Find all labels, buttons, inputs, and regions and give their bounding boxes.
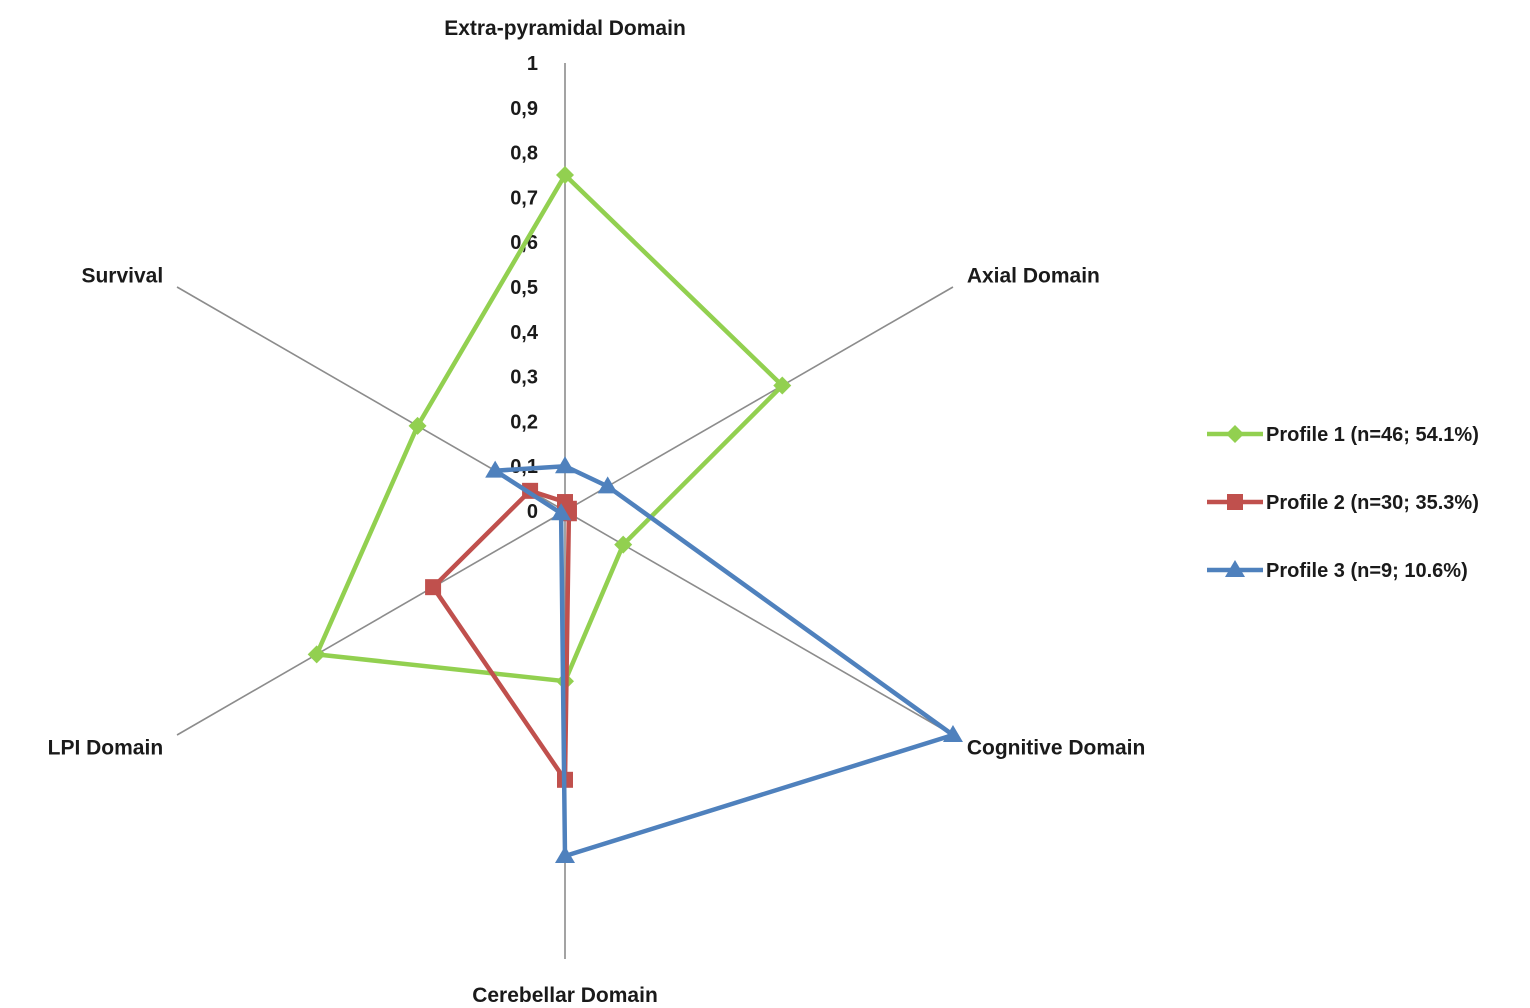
- legend-item: Profile 3 (n=9; 10.6%): [1207, 560, 1468, 582]
- legend-label: Profile 2 (n=30; 35.3%): [1266, 492, 1479, 514]
- data-point: [551, 503, 572, 521]
- tick-label: 0,5: [510, 277, 538, 299]
- axis-label-cognitive-domain: Cognitive Domain: [967, 736, 1146, 759]
- data-point: [555, 845, 575, 863]
- legend-item: Profile 2 (n=30; 35.3%): [1207, 492, 1479, 514]
- legend-marker: [1227, 494, 1243, 510]
- data-point: [614, 535, 633, 554]
- data-point: [408, 416, 427, 435]
- tick-labels: 00,10,20,30,40,50,60,70,80,91: [510, 53, 539, 523]
- tick-label: 0,4: [510, 322, 539, 344]
- data-point: [485, 460, 506, 478]
- axis-label-axial-domain: Axial Domain: [967, 264, 1100, 287]
- data-point: [425, 579, 442, 596]
- legend-label: Profile 1 (n=46; 54.1%): [1266, 424, 1479, 446]
- axis-label-cerebellar-domain: Cerebellar Domain: [472, 984, 658, 1007]
- series-2: [425, 482, 577, 788]
- tick-label: 1: [527, 53, 538, 75]
- series-line: [492, 463, 956, 859]
- tick-label: 0,3: [510, 367, 538, 389]
- data-point: [307, 645, 326, 664]
- legend-marker: [1225, 560, 1245, 577]
- tick-label: 0,7: [510, 187, 538, 209]
- series-line: [314, 172, 785, 684]
- axes-layer: Extra-pyramidal Domain Axial Domain Cognit…: [48, 17, 1146, 1007]
- tick-label: 0,9: [510, 98, 538, 120]
- series-layer: [307, 166, 963, 863]
- data-point: [942, 725, 963, 742]
- data-point: [556, 166, 574, 184]
- tick-label: 0,8: [510, 143, 538, 165]
- axis-line-axial-domain: [564, 286, 954, 512]
- legend-item: Profile 1 (n=46; 54.1%): [1207, 424, 1479, 446]
- legend-marker: [1226, 425, 1244, 443]
- tick-label: 0,2: [510, 411, 538, 433]
- data-point: [597, 476, 618, 494]
- series-3: [485, 456, 963, 863]
- legend: Profile 1 (n=46; 54.1%) Profile 2 (n=30; …: [1207, 424, 1479, 582]
- axis-line-cognitive-domain: [564, 510, 954, 736]
- tick-label: 0: [527, 501, 538, 523]
- axis-label-lpi-domain: LPI Domain: [48, 736, 164, 759]
- axis-label-extra-pyramidal-domain: Extra-pyramidal Domain: [444, 17, 686, 40]
- axis-line-lpi-domain: [176, 510, 566, 736]
- axis-label-survival: Survival: [81, 264, 163, 287]
- series-line: [430, 488, 572, 783]
- series-1: [307, 166, 792, 691]
- data-point: [773, 376, 792, 395]
- data-point: [555, 456, 575, 474]
- legend-label: Profile 3 (n=9; 10.6%): [1266, 560, 1468, 582]
